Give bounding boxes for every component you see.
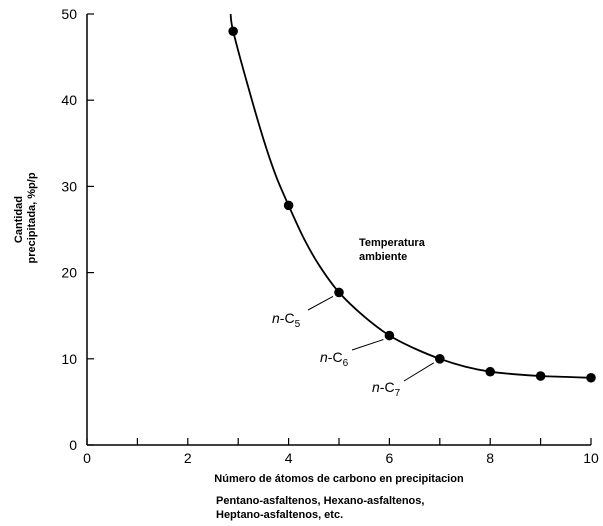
x-axis-title: Número de átomos de carbono en precipita… [214,473,464,485]
label-n-c7: n-C7 [372,379,401,399]
y-tick-label: 30 [61,178,77,194]
y-tick-label: 40 [61,92,77,108]
x-tick-label: 0 [83,450,91,466]
y-tick-label: 0 [69,437,77,453]
data-point [485,366,496,377]
caption: Pentano-asfaltenos, Hexano-asfaltenos, H… [216,495,428,521]
data-point [228,26,238,37]
x-tick-label: 8 [486,450,494,466]
x-tick-label: 10 [583,450,599,466]
x-axis-ticks: 0 2 4 6 8 10 [83,438,599,466]
data-point [435,354,445,364]
data-point [586,372,596,383]
data-point [535,371,546,381]
x-tick-label: 2 [184,450,192,466]
series-leader-lines [307,295,435,382]
temperature-annotation: Temperatura ambiente [359,237,428,263]
y-tick-label: 10 [61,351,77,367]
data-point [283,200,294,211]
y-axis-ticks: 0 10 20 30 40 50 [61,6,94,453]
leader-line [403,362,435,382]
label-n-c6: n-C6 [320,349,349,369]
data-point [334,287,344,298]
data-points [228,26,596,383]
y-tick-label: 50 [61,6,77,22]
y-tick-label: 20 [61,265,77,281]
leader-line [351,339,384,351]
leader-line [307,295,334,311]
label-n-c5: n-C5 [272,310,301,330]
x-tick-label: 6 [386,450,394,466]
axes [86,14,591,446]
x-tick-label: 4 [285,450,293,466]
data-point [384,330,395,341]
y-axis-title: Cantidad precipitada, %p/p [13,172,38,263]
fitted-curve [229,13,592,379]
